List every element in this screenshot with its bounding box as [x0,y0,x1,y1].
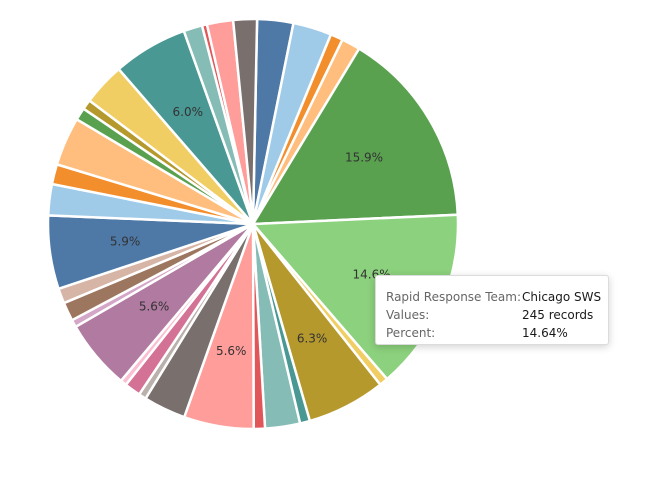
tooltip: Rapid Response Team: Chicago SWS Values:… [375,275,609,345]
slice-label-17: 5.6% [139,300,170,314]
slice-label-28: 6.0% [173,105,204,119]
tooltip-value: 14.64% [522,326,568,340]
slice-label-8: 6.3% [297,331,328,345]
tooltip-key: Rapid Response Team: [386,290,522,304]
slice-label-21: 5.9% [110,235,141,249]
tooltip-row-values: Values: 245 records [386,306,598,324]
slice-label-12: 5.6% [216,344,247,358]
tooltip-value: Chicago SWS [522,290,602,304]
tooltip-value: 245 records [522,308,594,322]
tooltip-key: Values: [386,308,430,322]
tooltip-row-team: Rapid Response Team: Chicago SWS [386,288,602,306]
slice-label-5: 15.9% [345,151,383,165]
pie-slice-32[interactable] [231,17,259,226]
tooltip-row-percent: Percent: 14.64% [386,324,598,342]
tooltip-key: Percent: [386,326,436,340]
pie-slice-5[interactable] [251,47,460,226]
